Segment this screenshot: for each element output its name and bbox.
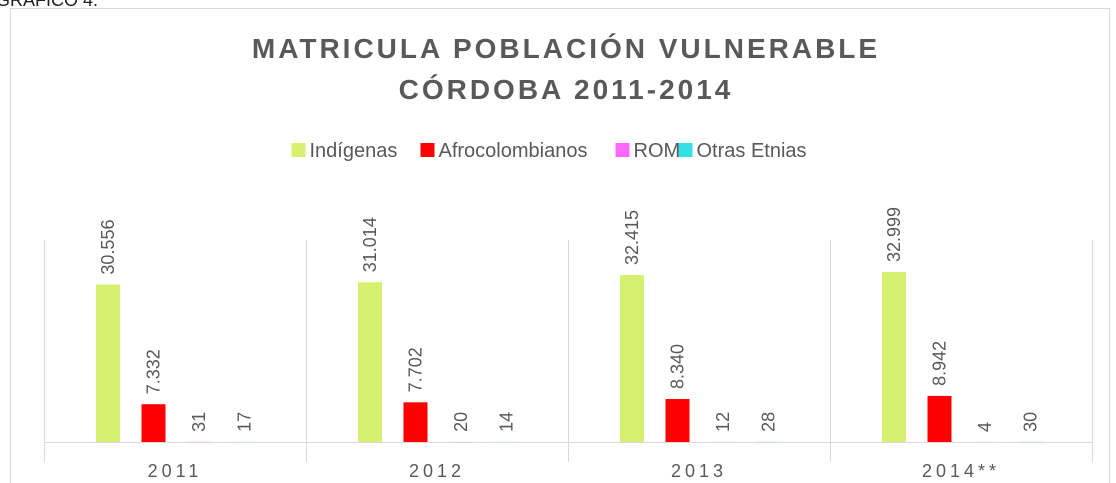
data-label: 20 <box>451 412 471 432</box>
x-tick-label: 2014** <box>922 461 1000 481</box>
data-label: 8.340 <box>668 344 688 389</box>
bar <box>96 284 120 442</box>
data-label: 7.702 <box>406 347 426 392</box>
x-tick-label: 2011 <box>148 461 203 481</box>
bar <box>927 395 952 442</box>
bar <box>141 404 166 442</box>
chart-title: CÓRDOBA 2011-2014 <box>399 74 734 105</box>
data-label: 7.332 <box>144 349 164 394</box>
legend-swatch <box>420 143 435 157</box>
data-label: 30.556 <box>98 220 118 275</box>
data-label: 28 <box>759 412 779 432</box>
data-label: 17 <box>235 412 255 432</box>
chart-title: MATRICULA POBLACIÓN VULNERABLE <box>252 33 880 64</box>
data-label: 32.999 <box>884 207 904 262</box>
data-label: 32.415 <box>622 210 642 265</box>
x-tick-label: 2012 <box>409 461 465 481</box>
legend-label: Otras Etnias <box>697 140 807 162</box>
data-label: 12 <box>713 412 733 432</box>
x-tick-label: 2013 <box>671 461 727 481</box>
legend-swatch <box>291 143 306 157</box>
legend-label: Afrocolombianos <box>439 140 588 162</box>
bar <box>403 402 428 442</box>
bar <box>665 399 690 442</box>
bar <box>358 282 382 442</box>
data-label: 30 <box>1021 412 1041 432</box>
chart-frame <box>10 8 1110 483</box>
figure-label: GRÁFICO 4. <box>0 0 98 10</box>
bar <box>882 272 906 442</box>
legend-label: Indígenas <box>310 140 398 162</box>
data-label: 8.942 <box>930 341 950 386</box>
legend-swatch <box>615 143 630 157</box>
data-label: 14 <box>497 412 517 432</box>
legend-label: ROM <box>634 140 681 162</box>
data-label: 4 <box>975 422 995 432</box>
legend-swatch <box>678 143 693 157</box>
bar <box>620 275 644 442</box>
data-label: 31.014 <box>360 217 380 272</box>
data-label: 31 <box>189 412 209 432</box>
